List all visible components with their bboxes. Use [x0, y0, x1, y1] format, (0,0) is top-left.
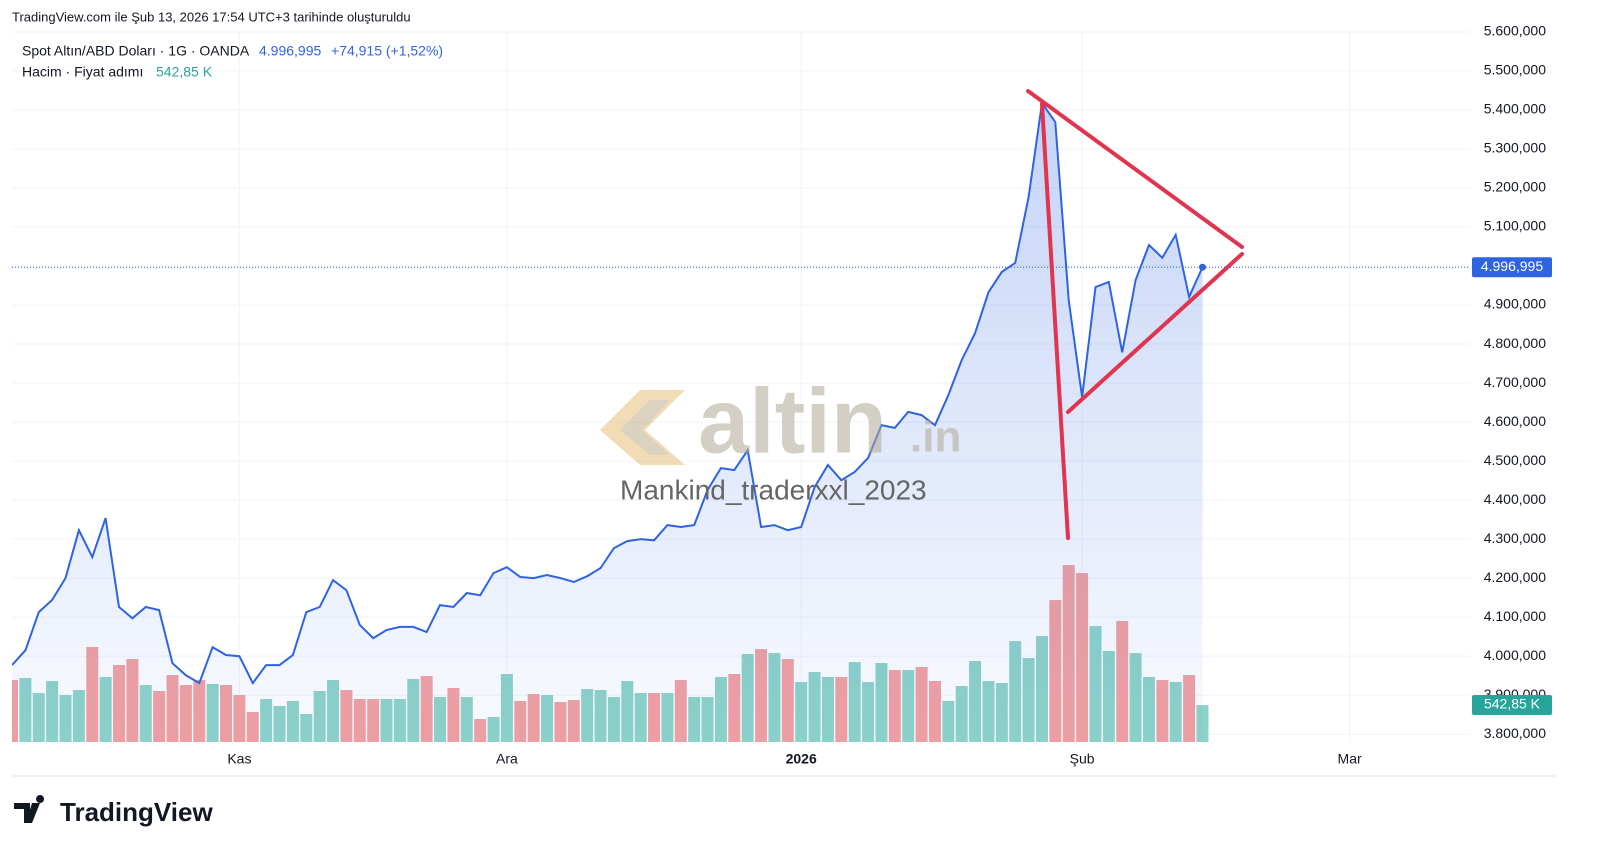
- y-tick-label: 5.300,000: [1484, 140, 1546, 156]
- x-tick-label: Mar: [1338, 751, 1362, 767]
- legend-change: +74,915 (+1,52%): [331, 43, 443, 59]
- legend-series: Spot Altın/ABD Doları · 1G · OANDA: [22, 43, 250, 59]
- area-fill: [12, 103, 1203, 742]
- drawing: [1026, 89, 1244, 540]
- y-tick-label: 4.700,000: [1484, 374, 1546, 390]
- y-tick-label: 5.600,000: [1484, 23, 1546, 39]
- volume-tag-label: 542,85 K: [1484, 696, 1541, 712]
- y-tick-label: 4.100,000: [1484, 608, 1546, 624]
- y-tick-label: 5.200,000: [1484, 179, 1546, 195]
- price-tag-label: 4.996,995: [1481, 258, 1543, 274]
- volume-tag: [1472, 695, 1552, 715]
- header: TradingView.com ile Şub 13, 2026 17:54 U…: [12, 9, 411, 24]
- y-tick-label: 4.000,000: [1484, 647, 1546, 663]
- y-tick-label: 5.500,000: [1484, 62, 1546, 78]
- y-tick-label: 4.600,000: [1484, 413, 1546, 429]
- y-tick-label: 4.400,000: [1484, 491, 1546, 507]
- x-tick-label: Ara: [496, 751, 518, 767]
- logo: TradingView: [14, 795, 213, 827]
- last-point: [1198, 263, 1206, 271]
- watermark-brand: altin: [698, 370, 887, 472]
- y-tick-label: 4.300,000: [1484, 530, 1546, 546]
- price-tag: [1472, 257, 1552, 278]
- y-tick-label: 5.400,000: [1484, 101, 1546, 117]
- watermark: altin .in: [600, 370, 961, 472]
- x-tick-label: Şub: [1070, 751, 1095, 767]
- price-line: [12, 100, 1204, 686]
- watermark-author: Mankind_traderxxl_2023: [620, 474, 927, 505]
- y-tick-label: 4.200,000: [1484, 569, 1546, 585]
- legend-volume: Hacim · Fiyat adımı: [22, 64, 143, 80]
- y-tick-label: 3.800,000: [1484, 725, 1546, 741]
- x-tick-label: 2026: [786, 751, 817, 767]
- y-tick-label: 4.800,000: [1484, 335, 1546, 351]
- watermark-suffix: .in: [910, 413, 961, 462]
- logo-text: TradingView: [60, 797, 213, 827]
- legend-price: 4.996,995: [259, 43, 321, 59]
- y-tick-label: 4.900,000: [1484, 296, 1546, 312]
- legend-volume-value: 542,85 K: [156, 64, 213, 80]
- y-tick-label: 5.100,000: [1484, 218, 1546, 234]
- x-tick-label: Kas: [227, 751, 251, 767]
- y-tick-label: 4.500,000: [1484, 452, 1546, 468]
